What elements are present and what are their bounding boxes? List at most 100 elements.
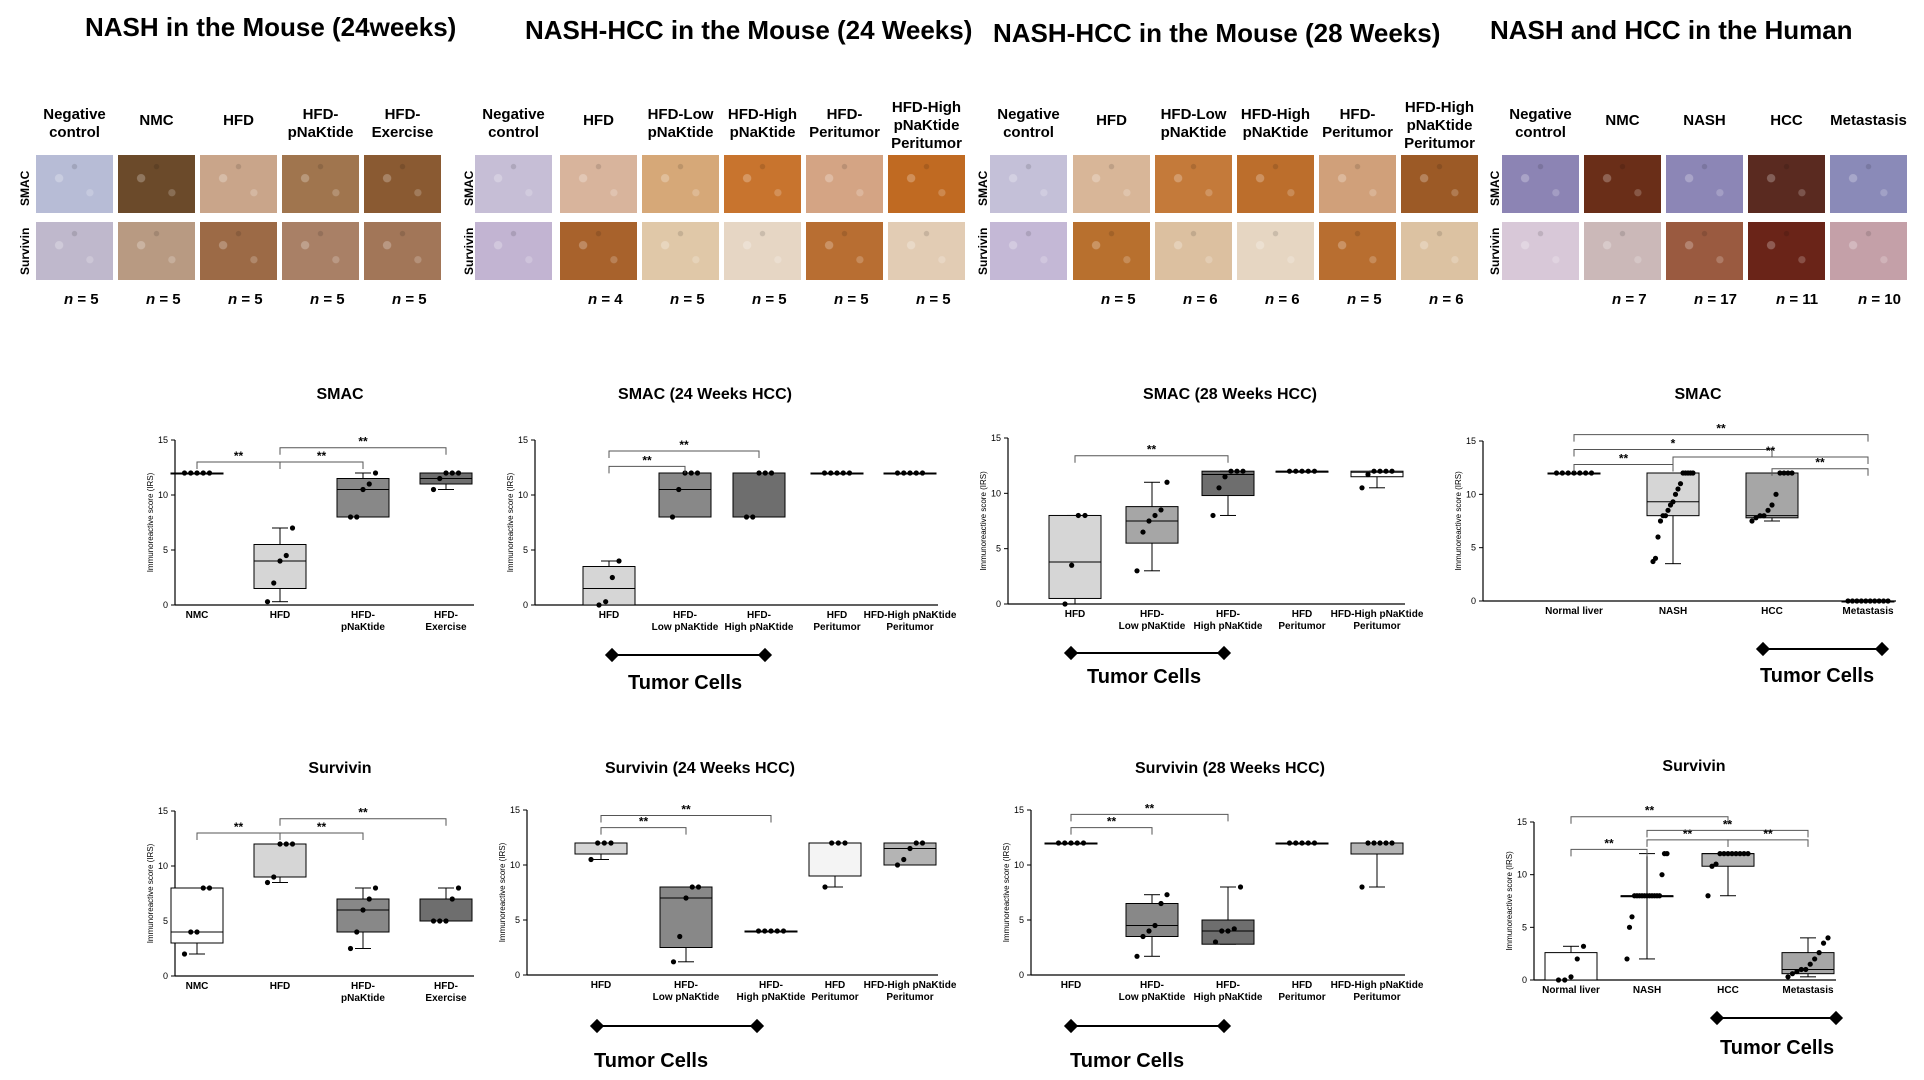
y-tick-label: 15 xyxy=(158,435,168,445)
heading-human: NASH and HCC in the Human xyxy=(1490,15,1853,45)
y-tick-label: 5 xyxy=(1019,915,1024,925)
data-point xyxy=(1383,840,1389,846)
box xyxy=(253,544,307,589)
data-point xyxy=(1721,851,1727,857)
significance-label: ** xyxy=(1723,817,1733,831)
data-point xyxy=(1146,928,1152,934)
survivin-micrograph xyxy=(1666,222,1743,280)
heading-mouse-hcc-24: NASH-HCC in the Mouse (24 Weeks) xyxy=(525,15,973,45)
survivin-micrograph xyxy=(806,222,883,280)
n-count: n = 6 xyxy=(1183,291,1218,308)
y-tick-label: 0 xyxy=(1471,596,1476,606)
box xyxy=(808,842,862,877)
significance-label: ** xyxy=(1815,456,1825,470)
survivin-micrograph xyxy=(1748,222,1825,280)
significance-bracket xyxy=(1771,468,1869,476)
column-label: Negative control xyxy=(43,106,106,141)
chart-title: Survivin xyxy=(308,760,372,777)
column-label: HFD-High pNaKtide Peritumor xyxy=(1404,99,1475,152)
data-point xyxy=(1807,961,1813,967)
data-point xyxy=(1371,840,1377,846)
data-point xyxy=(1757,513,1763,519)
x-tick-label: HFD-High pNaKtide xyxy=(1331,609,1424,620)
data-point xyxy=(1134,568,1140,574)
data-point xyxy=(688,470,694,476)
y-tick-label: 15 xyxy=(158,806,168,816)
survivin-micrograph xyxy=(200,222,277,280)
y-axis-label: Immunoreactive score (IRS) xyxy=(506,472,515,572)
data-point xyxy=(1657,518,1664,524)
significance-bracket xyxy=(279,447,447,455)
data-point xyxy=(1311,468,1318,474)
survivin-micrograph xyxy=(1155,222,1232,280)
data-point xyxy=(443,470,449,476)
column-label: Negative control xyxy=(997,106,1060,141)
significance-bracket xyxy=(1573,434,1869,442)
data-point xyxy=(828,470,834,476)
data-point xyxy=(1773,491,1779,497)
column-label: HFD-Low pNaKtide xyxy=(1160,106,1227,141)
tumor-line xyxy=(1717,1017,1835,1019)
data-point xyxy=(289,525,296,531)
data-point xyxy=(1377,840,1383,846)
data-point xyxy=(1655,534,1661,540)
data-point xyxy=(1074,840,1080,846)
data-point xyxy=(677,933,683,940)
y-tick-label: 10 xyxy=(158,490,168,500)
x-tick-label: HFD- xyxy=(351,610,375,621)
x-tick-label: Peritumor xyxy=(1278,992,1325,1003)
x-tick-label: Exercise xyxy=(425,993,467,1004)
survivin-micrograph xyxy=(642,222,719,280)
x-tick-label: HFD-High pNaKtide xyxy=(864,610,957,621)
y-axis-label: Immunoreactive score (IRS) xyxy=(1002,842,1011,942)
data-point xyxy=(1876,598,1882,604)
column-label: HFD-High pNaKtide xyxy=(727,106,798,141)
data-point xyxy=(366,896,372,902)
x-tick-label: HFD xyxy=(591,980,612,991)
y-axis-label: Immunoreactive score (IRS) xyxy=(1505,851,1514,951)
x-tick-label: Low pNaKtide xyxy=(652,622,719,633)
smac-micrograph xyxy=(282,155,359,213)
x-tick-label: Peritumor xyxy=(813,622,860,633)
x-tick-label: HFD- xyxy=(434,981,458,992)
y-tick-label: 10 xyxy=(1517,870,1527,880)
data-point xyxy=(1733,851,1739,857)
data-point xyxy=(1745,851,1751,857)
data-point xyxy=(1562,977,1568,983)
data-point xyxy=(1555,977,1562,983)
data-point xyxy=(1872,598,1878,604)
y-tick-label: 15 xyxy=(510,805,520,815)
data-point xyxy=(1761,513,1767,519)
data-point xyxy=(1769,502,1775,508)
data-point xyxy=(430,918,437,924)
y-axis-label: Immunoreactive score (IRS) xyxy=(146,843,155,943)
survivin-micrograph xyxy=(36,222,113,280)
significance-bracket xyxy=(608,465,686,474)
tumor-cells-label: Tumor Cells xyxy=(594,1050,709,1072)
data-point xyxy=(449,896,455,902)
x-tick-label: Peritumor xyxy=(1278,621,1325,632)
box xyxy=(1201,470,1255,497)
x-tick-label: HFD- xyxy=(747,610,771,621)
data-point xyxy=(762,928,768,934)
x-tick-label: HFD-High pNaKtide xyxy=(864,980,957,991)
y-tick-label: 15 xyxy=(1517,817,1527,827)
data-point xyxy=(774,928,780,934)
survivin-micrograph xyxy=(724,222,801,280)
x-tick-label: High pNaKtide xyxy=(1194,992,1263,1003)
n-count: n = 11 xyxy=(1776,291,1819,308)
data-point xyxy=(1812,956,1818,962)
data-point xyxy=(1664,851,1670,857)
x-tick-label: HFD- xyxy=(1216,980,1240,991)
data-point xyxy=(1849,598,1856,604)
heading-mouse-nash-24: NASH in the Mouse (24weeks) xyxy=(85,12,457,42)
n-count: n = 5 xyxy=(1347,291,1382,308)
data-point xyxy=(1675,486,1681,492)
significance-label: ** xyxy=(642,453,652,467)
survivin-micrograph xyxy=(282,222,359,280)
tumor-line xyxy=(1071,1025,1223,1027)
y-tick-label: 15 xyxy=(991,433,1001,443)
survivin-micrograph xyxy=(560,222,637,280)
data-point xyxy=(1705,893,1711,899)
